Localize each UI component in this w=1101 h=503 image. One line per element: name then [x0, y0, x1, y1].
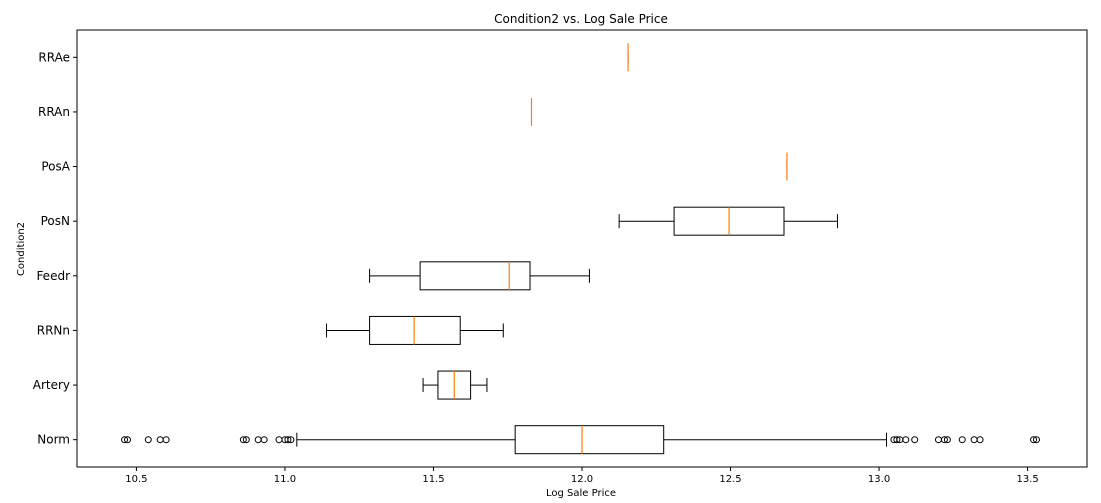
- outlier-point: [911, 436, 919, 444]
- box-rrnn: [326, 315, 504, 345]
- y-tick-label: PosA: [41, 160, 70, 174]
- y-tick-label: RRAn: [38, 105, 70, 119]
- iqr-box: [419, 261, 531, 291]
- x-tick-label: 10.5: [125, 474, 147, 485]
- outlier-point: [902, 436, 910, 444]
- outlier-point: [1033, 436, 1040, 444]
- x-axis-ticks: 10.5 11.0 11.5 12.0 12.5 13.0 13.5: [125, 467, 1039, 485]
- y-tick-label: RRAe: [38, 50, 70, 64]
- outlier-point: [1030, 436, 1038, 444]
- outlier-point: [976, 436, 984, 444]
- outlier-point: [121, 436, 129, 444]
- x-tick-label: 11.5: [422, 474, 444, 485]
- outlier-point: [284, 436, 292, 444]
- outlier-point: [943, 436, 951, 444]
- outlier-point: [275, 436, 283, 444]
- y-tick-label: PosN: [41, 214, 70, 228]
- outlier-point: [124, 436, 131, 444]
- x-axis-label: Log Sale Price: [546, 488, 616, 499]
- x-tick-label: 13.0: [868, 474, 890, 485]
- box-posn: [618, 206, 838, 236]
- iqr-box: [369, 315, 461, 345]
- outlier-point: [287, 436, 295, 444]
- y-tick-label: RRNn: [37, 323, 70, 337]
- outlier-point: [940, 436, 948, 444]
- outlier-point: [254, 436, 262, 444]
- x-tick-label: 12.0: [571, 474, 593, 485]
- outlier-point: [239, 436, 247, 444]
- outlier-point: [162, 436, 170, 444]
- x-tick-label: 11.0: [274, 474, 296, 485]
- box-norm: [121, 425, 1040, 455]
- outlier-point: [970, 436, 978, 444]
- box-feedr: [369, 261, 590, 291]
- plot-frame: [76, 29, 1088, 468]
- boxes-layer: [121, 43, 1040, 455]
- y-axis-ticks: Norm Artery RRNn Feedr PosN PosA RRAn RRAe: [33, 50, 77, 447]
- y-tick-label: Feedr: [36, 269, 70, 283]
- y-tick-label: Norm: [37, 433, 70, 447]
- x-tick-label: 12.5: [719, 474, 741, 485]
- outlier-point: [144, 436, 152, 444]
- box-artery: [422, 370, 488, 400]
- outlier-point: [934, 436, 942, 444]
- outlier-point: [156, 436, 164, 444]
- outlier-point: [893, 436, 901, 444]
- chart-title: Condition2 vs. Log Sale Price: [494, 12, 668, 26]
- y-axis-label: Condition2: [16, 222, 27, 276]
- y-tick-label: Artery: [33, 378, 70, 392]
- outlier-point: [242, 436, 250, 444]
- outlier-point: [260, 436, 268, 444]
- outlier-point: [958, 436, 966, 444]
- x-tick-label: 13.5: [1016, 474, 1038, 485]
- iqr-box: [514, 425, 665, 455]
